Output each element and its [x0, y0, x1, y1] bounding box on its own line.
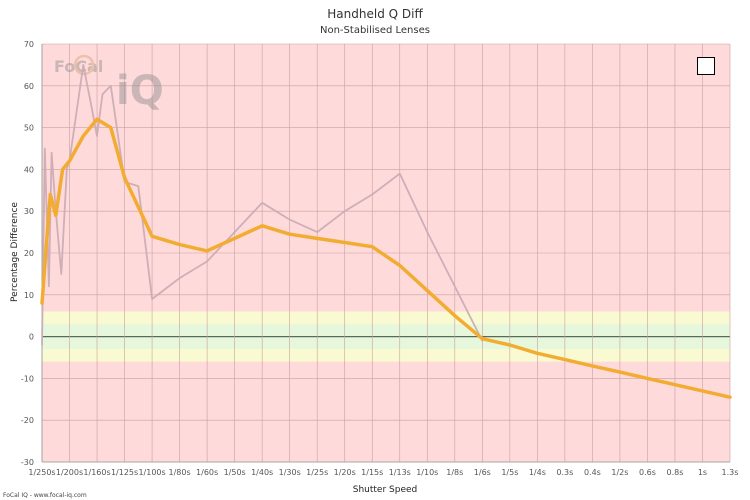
x-tick-label: 1/200s: [56, 468, 83, 477]
y-axis-label: Percentage Difference: [10, 202, 20, 302]
x-axis-ticks: 1/250s 1/200s 1/160s 1/125s 1/100s 1/80s 1/60s…: [28, 468, 738, 477]
x-tick-label: 1/20s: [334, 468, 356, 477]
x-tick-label: 0.3s: [556, 468, 573, 477]
x-tick-label: 0.6s: [639, 468, 656, 477]
y-tick-label: 60: [24, 82, 34, 91]
y-axis-ticks: -30 -20 -10 0 10 20 30 40 50 60 70: [21, 40, 34, 467]
chart-subtitle: Non-Stabilised Lenses: [320, 25, 430, 36]
x-tick-label: 1/125s: [111, 468, 138, 477]
x-tick-label: 1/5s: [501, 468, 518, 477]
x-tick-label: 1/2s: [611, 468, 628, 477]
x-tick-label: 0.4s: [584, 468, 601, 477]
x-tick-label: 1/4s: [529, 468, 546, 477]
series-line-secondary: [41, 64, 484, 346]
y-tick-label: -20: [21, 416, 34, 425]
x-tick-label: 1/250s: [28, 468, 55, 477]
x-tick-label: 1/80s: [169, 468, 191, 477]
x-tick-label: 1/15s: [361, 468, 383, 477]
x-tick-label: 1.3s: [722, 468, 739, 477]
y-tick-label: 0: [29, 333, 34, 342]
y-tick-label: 40: [24, 165, 34, 174]
watermark-logo: FoCal iQ: [54, 54, 164, 114]
x-tick-label: 1/40s: [251, 468, 273, 477]
y-tick-label: 10: [24, 291, 34, 300]
x-tick-label: 1/6s: [474, 468, 491, 477]
y-tick-label: 70: [24, 40, 34, 49]
x-tick-label: 1/160s: [83, 468, 110, 477]
y-tick-label: -30: [21, 458, 34, 467]
gridlines: [41, 43, 731, 463]
x-tick-label: 1/50s: [224, 468, 246, 477]
x-tick-label: 1/10s: [416, 468, 438, 477]
x-tick-label: 1s: [698, 468, 707, 477]
watermark-mark: iQ: [116, 68, 164, 114]
x-tick-label: 1/60s: [196, 468, 218, 477]
x-tick-label: 1/8s: [446, 468, 463, 477]
watermark-text: FoCal: [54, 57, 103, 76]
x-axis-label: Shutter Speed: [353, 485, 418, 495]
x-tick-label: 1/30s: [279, 468, 301, 477]
y-tick-label: 30: [24, 207, 34, 216]
chart-title: Handheld Q Diff: [327, 7, 423, 21]
legend-box[interactable]: [697, 57, 715, 75]
series-line-primary: [40, 117, 732, 399]
series-lines: [40, 64, 732, 399]
x-tick-label: 1/25s: [306, 468, 328, 477]
y-tick-label: 20: [24, 249, 34, 258]
x-tick-label: 0.8s: [667, 468, 684, 477]
y-tick-label: -10: [21, 374, 34, 383]
y-tick-label: 50: [24, 124, 34, 133]
watermark-ring-icon: [73, 54, 95, 76]
x-tick-label: 1/100s: [138, 468, 165, 477]
credit-text: FoCal IQ - www.focal-iq.com: [3, 492, 87, 499]
x-tick-label: 1/13s: [389, 468, 411, 477]
